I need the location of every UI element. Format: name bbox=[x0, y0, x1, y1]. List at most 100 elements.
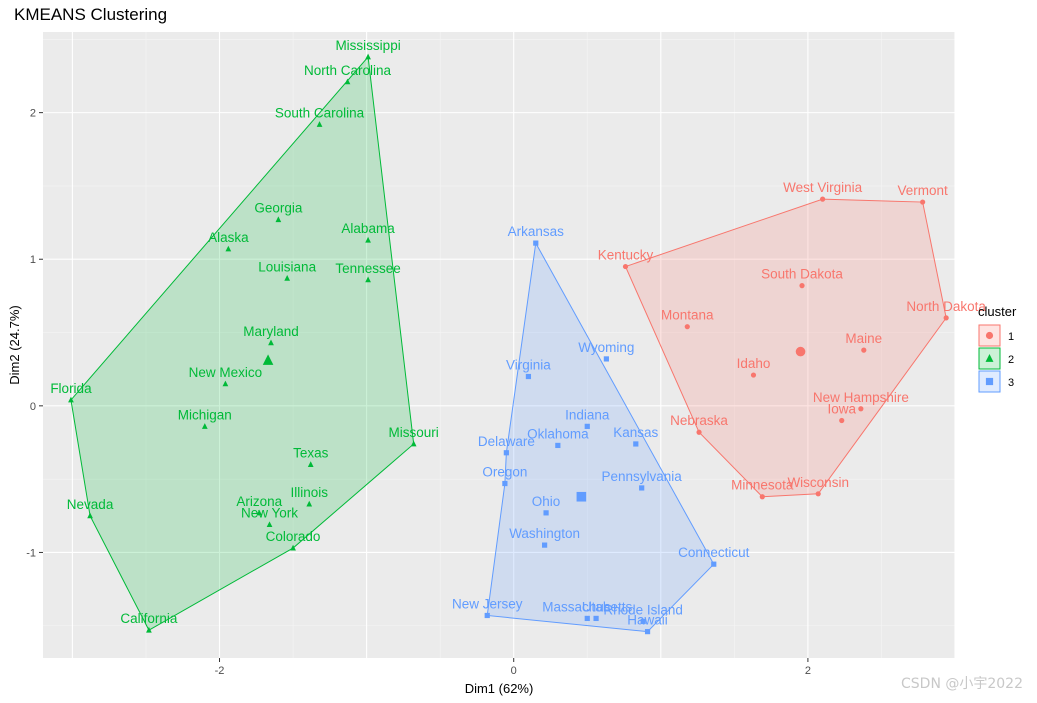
data-point bbox=[222, 380, 229, 387]
point-label: South Dakota bbox=[761, 267, 843, 282]
legend: cluster 1 2 3 bbox=[978, 304, 1017, 393]
y-tick-label: 1 bbox=[30, 254, 36, 266]
data-point bbox=[290, 544, 296, 551]
point-label: California bbox=[120, 611, 178, 626]
data-point bbox=[266, 521, 273, 528]
data-point bbox=[365, 276, 371, 283]
point-label: Massachusetts bbox=[542, 599, 632, 614]
point-label: North Dakota bbox=[906, 299, 986, 314]
data-point bbox=[711, 561, 717, 567]
point-label: New Jersey bbox=[452, 596, 523, 611]
point-label: New York bbox=[241, 506, 298, 521]
point-label: Montana bbox=[661, 308, 714, 323]
point-label: Vermont bbox=[897, 183, 948, 198]
data-point bbox=[861, 347, 867, 353]
data-point bbox=[275, 216, 282, 223]
panel-background bbox=[43, 32, 955, 658]
data-point bbox=[603, 356, 609, 362]
legend-symbol-3 bbox=[985, 377, 994, 386]
point-label: Indiana bbox=[565, 407, 610, 422]
point-label: Nebraska bbox=[670, 413, 728, 428]
data-point bbox=[750, 372, 757, 378]
x-tick-label: 0 bbox=[511, 665, 517, 677]
x-axis-title: Dim1 (62%) bbox=[465, 681, 534, 696]
x-tick-label: 2 bbox=[805, 665, 811, 677]
data-point bbox=[622, 263, 629, 270]
point-label: Wisconsin bbox=[787, 475, 849, 490]
data-point bbox=[633, 441, 639, 447]
legend-symbol-2 bbox=[985, 353, 994, 362]
data-point bbox=[268, 339, 274, 346]
point-label: Ohio bbox=[532, 494, 561, 509]
point-label: Mississippi bbox=[335, 38, 400, 53]
point-label: Minnesota bbox=[731, 478, 794, 493]
y-tick-label: 0 bbox=[30, 401, 36, 413]
cluster-hulls bbox=[70, 55, 947, 633]
data-point bbox=[256, 509, 263, 516]
data-point bbox=[344, 78, 351, 85]
data-point bbox=[87, 512, 93, 519]
y-tick-label: 2 bbox=[30, 108, 36, 120]
data-point bbox=[543, 510, 549, 516]
axes: -2 0 2 -1 0 1 2 Dim1 (62%) Dim2 (24.7%) bbox=[7, 108, 811, 696]
data-point bbox=[820, 196, 826, 202]
point-label: New Hampshire bbox=[813, 390, 909, 405]
legend-label-1: 1 bbox=[1008, 331, 1014, 343]
point-label: Nevada bbox=[67, 497, 114, 512]
data-point bbox=[365, 53, 371, 60]
point-label: Utah bbox=[582, 599, 611, 614]
point-label: Arizona bbox=[236, 494, 282, 509]
data-point bbox=[201, 423, 208, 429]
cluster-3-centroid bbox=[576, 491, 587, 502]
point-label: Michigan bbox=[178, 407, 232, 422]
point-label: Connecticut bbox=[678, 545, 750, 560]
data-point bbox=[696, 429, 702, 435]
data-point bbox=[555, 442, 561, 449]
data-point bbox=[759, 494, 765, 500]
cluster-1-hull bbox=[624, 198, 947, 498]
y-tick-label: -1 bbox=[26, 547, 36, 559]
point-label: Maryland bbox=[243, 324, 299, 339]
point-label: Louisiana bbox=[258, 259, 316, 274]
cluster-2-centroid bbox=[262, 354, 274, 365]
data-point bbox=[815, 491, 821, 497]
data-point bbox=[306, 500, 313, 507]
point-label: North Carolina bbox=[304, 63, 392, 78]
data-point bbox=[502, 480, 508, 487]
point-label: Florida bbox=[50, 381, 92, 396]
plot-panel bbox=[43, 32, 955, 658]
chart-title: KMEANS Clustering bbox=[14, 5, 168, 24]
point-label: West Virginia bbox=[783, 180, 863, 195]
point-label: Kansas bbox=[613, 425, 658, 440]
point-label: Rhode Island bbox=[603, 602, 683, 617]
point-label: Virginia bbox=[506, 358, 551, 373]
data-point bbox=[307, 461, 314, 467]
point-label: Oregon bbox=[482, 465, 527, 480]
legend-label-3: 3 bbox=[1008, 377, 1014, 389]
cluster-1-centroid bbox=[795, 346, 806, 357]
point-label: Kentucky bbox=[598, 248, 654, 263]
data-point bbox=[584, 423, 590, 429]
data-point bbox=[684, 324, 690, 330]
legend-title: cluster bbox=[978, 304, 1017, 319]
point-label: Colorado bbox=[266, 529, 321, 544]
data-point bbox=[639, 485, 645, 491]
point-labels: Vermont West Virginia Kentucky South Dakota… bbox=[50, 38, 986, 628]
data-point bbox=[799, 283, 805, 289]
data-point bbox=[584, 615, 590, 622]
point-label: Arkansas bbox=[508, 224, 565, 239]
data-point bbox=[839, 417, 845, 424]
point-label: Wyoming bbox=[578, 340, 634, 355]
data-point bbox=[316, 121, 323, 127]
data-point bbox=[533, 240, 539, 246]
data-points bbox=[68, 53, 949, 635]
data-point bbox=[920, 199, 926, 205]
data-point bbox=[365, 236, 371, 243]
x-tick-label: -2 bbox=[215, 665, 225, 677]
point-label: South Carolina bbox=[275, 105, 365, 120]
point-label: Oklahoma bbox=[527, 426, 589, 441]
point-label: Texas bbox=[293, 445, 329, 460]
point-label: New Mexico bbox=[189, 365, 263, 380]
data-point bbox=[68, 396, 74, 403]
